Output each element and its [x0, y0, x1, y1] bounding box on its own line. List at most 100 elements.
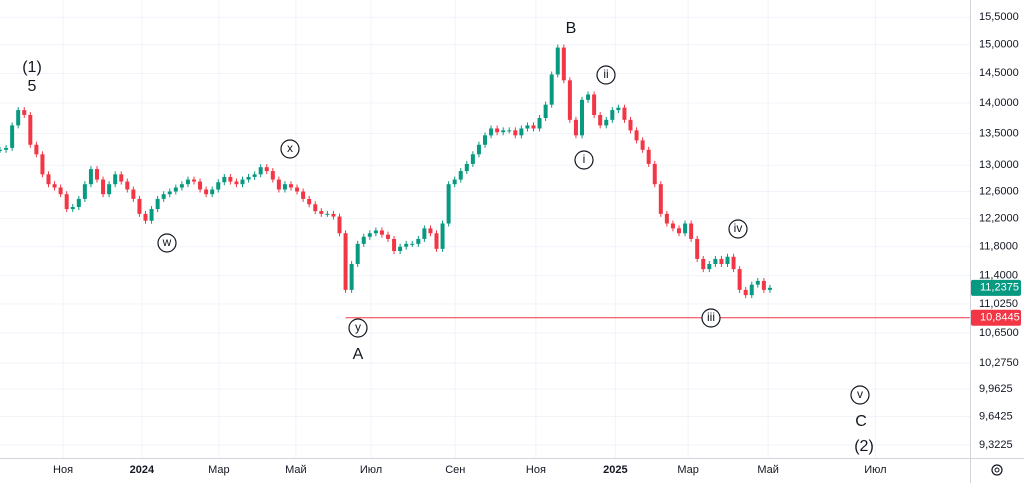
candle-body [331, 213, 336, 217]
candle-body [173, 187, 178, 192]
candle-body [701, 258, 706, 270]
x-tick-label: Ноя [526, 464, 546, 476]
candle-body [495, 128, 500, 133]
settings-button[interactable] [991, 464, 1003, 476]
candle-body [198, 181, 203, 190]
candle-body [489, 128, 494, 136]
y-tick-label: 15,0000 [979, 39, 1019, 51]
candle-body [446, 184, 451, 224]
wave-labels: (1) 5 x w y A B ii i iv iii v C (2) [22, 20, 874, 455]
settings-icon[interactable] [991, 464, 1003, 476]
y-tick-label: 9,9625 [979, 383, 1013, 395]
candle-body [628, 119, 633, 131]
candle-body [646, 149, 651, 164]
candle-body [113, 174, 118, 185]
candle-body [367, 233, 372, 237]
candle-body [664, 213, 669, 224]
y-tick-label: 14,5000 [979, 67, 1019, 79]
candle-body [101, 179, 106, 195]
candle-body [52, 184, 57, 188]
x-tick-label: Мар [208, 464, 230, 476]
candle-body [677, 228, 681, 234]
candle-body [476, 144, 481, 155]
candle-body [76, 198, 81, 208]
wave-circle [596, 65, 616, 85]
candle-body [70, 207, 75, 210]
candle-body [404, 243, 409, 247]
candle-body [422, 228, 427, 239]
candle-body [276, 179, 281, 190]
candle-body [319, 211, 324, 214]
candle-body [640, 140, 645, 150]
candle-body [767, 287, 772, 290]
y-tick-label: 11,8000 [979, 241, 1018, 253]
candle-body [392, 238, 397, 252]
candle-body [349, 264, 354, 290]
candle-body [185, 179, 190, 185]
candle-body [337, 216, 342, 234]
candle-body [537, 118, 542, 129]
candle-body [28, 114, 33, 145]
settings-icon[interactable] [994, 467, 1000, 473]
x-tick-label: Май [285, 464, 307, 476]
candle-body [483, 135, 487, 145]
candle-body [234, 181, 239, 185]
candle-body [246, 176, 251, 180]
candle-body [567, 80, 572, 120]
candle-body [731, 256, 736, 270]
wave-label: i [583, 152, 586, 166]
y-tick-label: 10,6500 [979, 327, 1019, 339]
candle-body [16, 110, 21, 126]
candle-body [434, 233, 439, 249]
candle-body [307, 198, 312, 205]
wave-circle [728, 219, 748, 239]
candle-body [88, 169, 93, 185]
y-tick-label: 14,0000 [979, 97, 1019, 109]
candle-body [192, 179, 196, 182]
candle-body [64, 194, 69, 210]
wave-label: iii [707, 310, 715, 324]
wave-label: 5 [28, 78, 37, 95]
x-tick-label: 2024 [130, 464, 155, 476]
candle-body [531, 125, 536, 129]
candle-body [222, 176, 227, 183]
candle-body [719, 258, 724, 265]
candle-body [592, 94, 597, 115]
candle-body [737, 269, 742, 290]
price-line-label: 10,8445 [980, 312, 1020, 324]
candle-body [252, 174, 257, 177]
candle-body [670, 223, 675, 229]
candle-body [398, 246, 403, 252]
wave-label: C [855, 413, 867, 430]
y-tick-label: 10,2750 [979, 357, 1019, 369]
y-tick-label: 9,3225 [979, 439, 1013, 451]
candle-body [295, 187, 300, 192]
y-tick-label: 9,6425 [979, 411, 1013, 423]
candle-body [149, 209, 154, 221]
candle-body [22, 110, 27, 115]
candle-body [210, 189, 215, 195]
candle-body [373, 230, 378, 234]
price-line-box [971, 309, 1021, 326]
candle-body [652, 163, 657, 185]
grid [0, 0, 970, 458]
y-tick-label: 12,2000 [979, 213, 1019, 225]
candle-body [325, 213, 330, 215]
candle-body [749, 284, 754, 296]
candle-body [713, 258, 718, 265]
candle-body [361, 236, 366, 244]
wave-label: ii [603, 67, 608, 81]
candle-body [179, 184, 184, 188]
candle-body [228, 176, 233, 182]
candle-body [683, 223, 688, 234]
candle-body [119, 174, 124, 182]
candle-body [452, 179, 457, 185]
candle-body [137, 198, 142, 214]
candle-body [707, 264, 712, 270]
y-tick-label: 12,6000 [979, 185, 1019, 197]
wave-label: (1) [22, 59, 42, 76]
candle-body [58, 187, 63, 195]
candle-body [143, 213, 148, 221]
candle-body [755, 280, 760, 285]
